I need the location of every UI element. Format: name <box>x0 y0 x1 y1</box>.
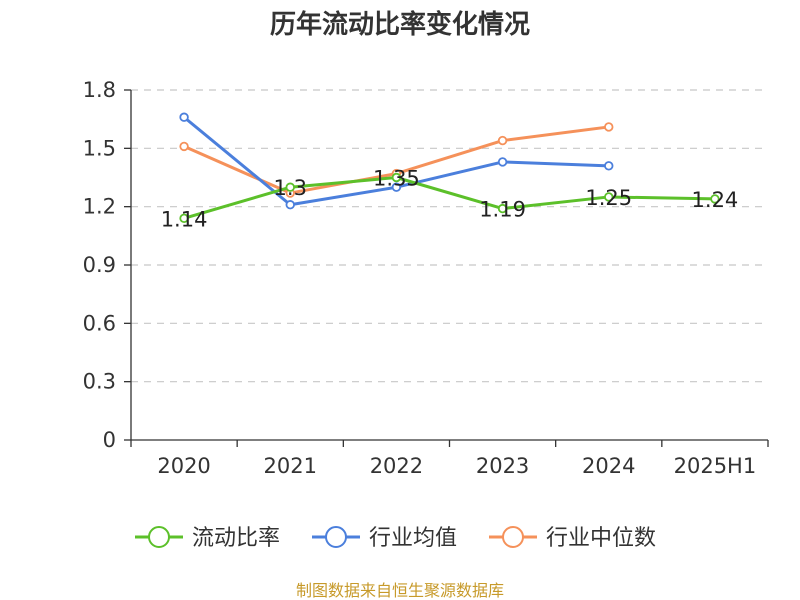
series-line <box>183 176 715 220</box>
source-note: 制图数据来自恒生聚源数据库 <box>296 581 504 600</box>
y-tick-label: 0 <box>103 428 116 452</box>
data-point[interactable] <box>179 213 189 224</box>
legend[interactable]: 流动比率 行业均值 行业中位数 <box>135 526 656 551</box>
series-layer <box>179 112 720 224</box>
legend-item[interactable]: 流动比率 <box>135 526 280 551</box>
data-point[interactable] <box>179 141 189 152</box>
legend-label: 行业中位数 <box>546 526 656 551</box>
data-labels: 1.14 1.3 1.35 1.19 1.25 1.24 <box>161 167 739 232</box>
data-point[interactable] <box>179 112 189 122</box>
data-label: 1.35 <box>373 167 420 191</box>
y-tick-label: 1.2 <box>83 195 116 219</box>
data-point[interactable] <box>497 135 508 146</box>
x-tick-label: 2021 <box>264 454 317 478</box>
data-label: 1.25 <box>585 186 632 210</box>
data-label: 1.24 <box>692 188 739 212</box>
y-tick-label: 0.6 <box>83 311 116 335</box>
legend-marker-icon <box>325 526 347 548</box>
data-point[interactable] <box>710 194 720 204</box>
x-tick-label: 2024 <box>582 454 635 478</box>
data-label: 1.14 <box>161 207 208 231</box>
legend-marker-icon <box>148 526 170 548</box>
data-point[interactable] <box>604 122 614 132</box>
data-point[interactable] <box>391 172 402 183</box>
data-point[interactable] <box>497 157 508 167</box>
y-tick-label: 0.9 <box>83 253 116 277</box>
axes: 0 0.3 0.6 0.9 1.2 1.5 1.8 2020 2021 2022 2023 2024 2… <box>83 78 769 478</box>
x-tick-label: 2023 <box>476 454 529 478</box>
x-tick-label: 2020 <box>157 454 210 478</box>
chart-title: 历年流动比率变化情况 <box>270 9 530 40</box>
data-label: 1.19 <box>479 198 526 222</box>
data-point[interactable] <box>604 192 614 202</box>
legend-marker-icon <box>502 526 524 548</box>
legend-item[interactable]: 行业中位数 <box>489 526 656 551</box>
data-label: 1.3 <box>274 176 307 200</box>
y-tick-label: 1.8 <box>83 78 116 102</box>
data-point[interactable] <box>497 203 508 214</box>
legend-label: 流动比率 <box>192 526 280 551</box>
data-point[interactable] <box>285 182 295 192</box>
legend-item[interactable]: 行业均值 <box>312 526 457 551</box>
data-point[interactable] <box>285 200 295 210</box>
data-point[interactable] <box>604 161 614 171</box>
x-tick-label: 2025H1 <box>674 454 757 478</box>
x-tick-label: 2022 <box>370 454 423 478</box>
data-point[interactable] <box>391 182 402 192</box>
grid-lines <box>131 89 768 383</box>
y-tick-label: 0.3 <box>83 370 116 394</box>
y-tick-label: 1.5 <box>83 136 116 160</box>
legend-label: 行业均值 <box>369 526 457 551</box>
